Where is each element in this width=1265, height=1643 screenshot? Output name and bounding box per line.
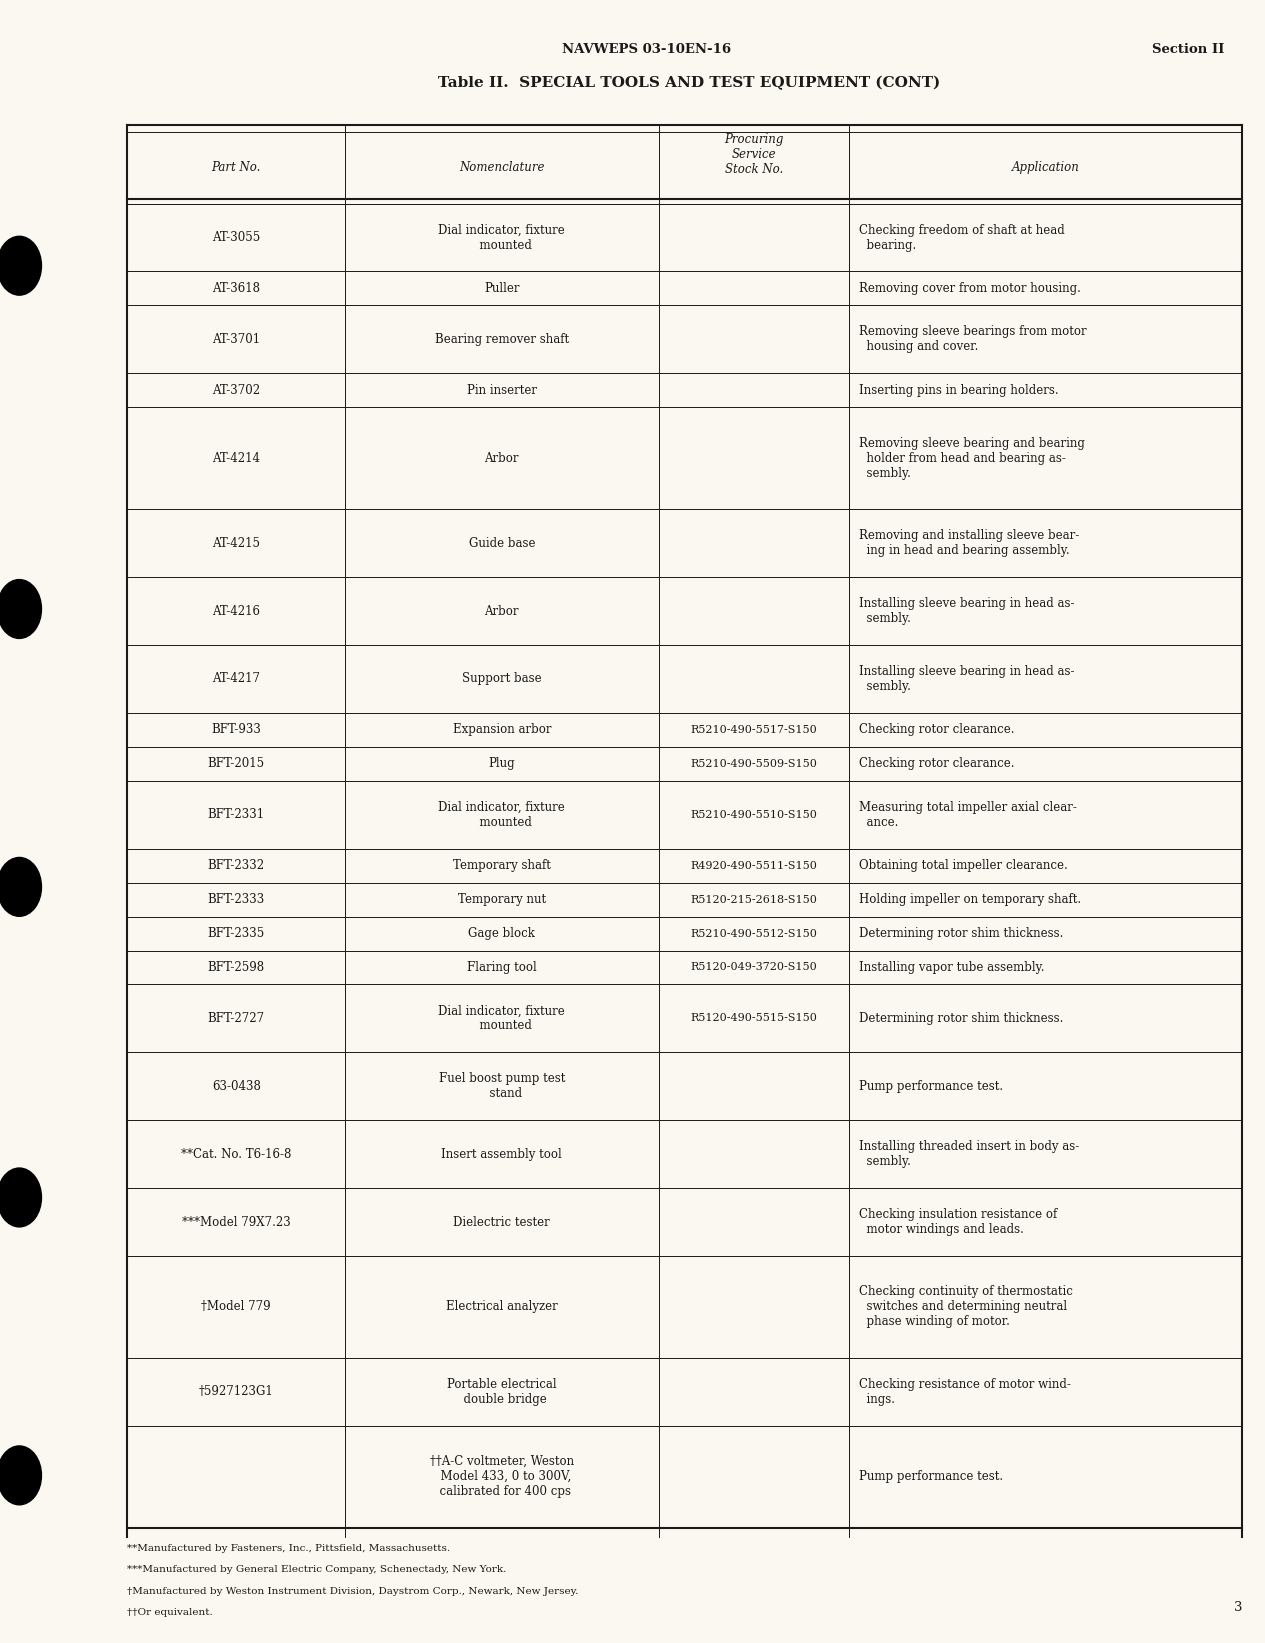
Text: R5210-490-5517-S150: R5210-490-5517-S150 [691,725,817,734]
Text: Temporary shaft: Temporary shaft [453,859,550,872]
Text: Dial indicator, fixture
  mounted: Dial indicator, fixture mounted [439,800,565,828]
Text: AT-4216: AT-4216 [213,605,261,618]
Text: Gage block: Gage block [468,927,535,940]
Text: Temporary nut: Temporary nut [458,894,546,905]
Circle shape [0,858,42,917]
Text: Electrical analyzer: Electrical analyzer [447,1301,558,1313]
Text: AT-3055: AT-3055 [213,232,261,245]
Text: R5210-490-5512-S150: R5210-490-5512-S150 [691,928,817,938]
Text: BFT-2015: BFT-2015 [207,757,264,771]
Text: Checking continuity of thermostatic
  switches and determining neutral
  phase w: Checking continuity of thermostatic swit… [859,1285,1073,1329]
Text: Determining rotor shim thickness.: Determining rotor shim thickness. [859,1012,1064,1025]
Text: Checking resistance of motor wind-
  ings.: Checking resistance of motor wind- ings. [859,1378,1070,1406]
Text: R5120-215-2618-S150: R5120-215-2618-S150 [691,894,817,905]
Text: AT-3701: AT-3701 [213,334,261,347]
Text: Part No.: Part No. [211,161,261,174]
Text: Dial indicator, fixture
  mounted: Dial indicator, fixture mounted [439,223,565,251]
Text: Procuring
Service
Stock No.: Procuring Service Stock No. [724,133,783,176]
Text: Nomenclature: Nomenclature [459,161,544,174]
Text: R5210-490-5510-S150: R5210-490-5510-S150 [691,810,817,820]
Text: Pump performance test.: Pump performance test. [859,1079,1003,1093]
Text: Obtaining total impeller clearance.: Obtaining total impeller clearance. [859,859,1068,872]
Text: Removing and installing sleeve bear-
  ing in head and bearing assembly.: Removing and installing sleeve bear- ing… [859,529,1079,557]
Text: Flaring tool: Flaring tool [467,961,536,974]
Text: Dial indicator, fixture
  mounted: Dial indicator, fixture mounted [439,1004,565,1032]
Text: AT-4214: AT-4214 [213,452,261,465]
Text: Checking rotor clearance.: Checking rotor clearance. [859,757,1015,771]
Circle shape [0,1168,42,1227]
Text: Application: Application [1012,161,1079,174]
Text: Installing sleeve bearing in head as-
  sembly.: Installing sleeve bearing in head as- se… [859,596,1074,624]
Circle shape [0,1446,42,1505]
Text: Installing threaded insert in body as-
  sembly.: Installing threaded insert in body as- s… [859,1140,1079,1168]
Text: Pump performance test.: Pump performance test. [859,1470,1003,1484]
Text: Holding impeller on temporary shaft.: Holding impeller on temporary shaft. [859,894,1082,905]
Text: R4920-490-5511-S150: R4920-490-5511-S150 [691,861,817,871]
Text: Checking insulation resistance of
  motor windings and leads.: Checking insulation resistance of motor … [859,1208,1058,1236]
Text: R5120-490-5515-S150: R5120-490-5515-S150 [691,1014,817,1024]
Text: 3: 3 [1233,1602,1242,1615]
Circle shape [0,237,42,296]
Text: Removing cover from motor housing.: Removing cover from motor housing. [859,283,1080,296]
Text: BFT-2727: BFT-2727 [207,1012,264,1025]
Text: R5210-490-5509-S150: R5210-490-5509-S150 [691,759,817,769]
Text: BFT-2331: BFT-2331 [207,808,264,822]
Text: †Manufactured by Weston Instrument Division, Daystrom Corp., Newark, New Jersey.: †Manufactured by Weston Instrument Divis… [128,1587,579,1595]
Text: Installing vapor tube assembly.: Installing vapor tube assembly. [859,961,1045,974]
Text: NAVWEPS 03-10EN-16: NAVWEPS 03-10EN-16 [562,43,731,56]
Text: BFT-933: BFT-933 [211,723,261,736]
Text: Support base: Support base [462,672,541,685]
Text: Puller: Puller [484,283,520,296]
Text: AT-3702: AT-3702 [213,384,261,398]
Text: Inserting pins in bearing holders.: Inserting pins in bearing holders. [859,384,1059,398]
Text: Checking freedom of shaft at head
  bearing.: Checking freedom of shaft at head bearin… [859,223,1065,251]
Text: Checking rotor clearance.: Checking rotor clearance. [859,723,1015,736]
Text: Arbor: Arbor [484,605,519,618]
Text: Determining rotor shim thickness.: Determining rotor shim thickness. [859,927,1064,940]
Text: BFT-2598: BFT-2598 [207,961,264,974]
Text: Measuring total impeller axial clear-
  ance.: Measuring total impeller axial clear- an… [859,800,1077,828]
Text: Guide base: Guide base [468,537,535,550]
Text: ††A-C voltmeter, Weston
  Model 433, 0 to 300V,
  calibrated for 400 cps: ††A-C voltmeter, Weston Model 433, 0 to … [430,1456,574,1498]
Text: Expansion arbor: Expansion arbor [453,723,552,736]
Text: ***Manufactured by General Electric Company, Schenectady, New York.: ***Manufactured by General Electric Comp… [128,1566,507,1574]
Text: ***Model 79X7.23: ***Model 79X7.23 [182,1216,291,1229]
Text: Arbor: Arbor [484,452,519,465]
Text: Removing sleeve bearings from motor
  housing and cover.: Removing sleeve bearings from motor hous… [859,325,1087,353]
Text: AT-4217: AT-4217 [213,672,261,685]
Text: BFT-2333: BFT-2333 [207,894,264,905]
Text: Removing sleeve bearing and bearing
  holder from head and bearing as-
  sembly.: Removing sleeve bearing and bearing hold… [859,437,1085,480]
Text: †5927123G1: †5927123G1 [199,1385,273,1398]
Text: Table II.  SPECIAL TOOLS AND TEST EQUIPMENT (CONT): Table II. SPECIAL TOOLS AND TEST EQUIPME… [438,76,940,90]
Text: Fuel boost pump test
  stand: Fuel boost pump test stand [439,1073,565,1101]
Text: Section II: Section II [1151,43,1225,56]
Text: AT-3618: AT-3618 [213,283,261,296]
Text: Installing sleeve bearing in head as-
  sembly.: Installing sleeve bearing in head as- se… [859,665,1074,693]
Text: Portable electrical
  double bridge: Portable electrical double bridge [447,1378,557,1406]
Text: **Cat. No. T6-16-8: **Cat. No. T6-16-8 [181,1148,291,1160]
Text: **Manufactured by Fasteners, Inc., Pittsfield, Massachusetts.: **Manufactured by Fasteners, Inc., Pitts… [128,1544,450,1553]
Text: AT-4215: AT-4215 [213,537,261,550]
Text: ††Or equivalent.: ††Or equivalent. [128,1608,214,1617]
Text: 63-0438: 63-0438 [211,1079,261,1093]
Text: †Model 779: †Model 779 [201,1301,271,1313]
Text: Dielectric tester: Dielectric tester [453,1216,550,1229]
Text: R5120-049-3720-S150: R5120-049-3720-S150 [691,963,817,973]
Text: Insert assembly tool: Insert assembly tool [441,1148,562,1160]
Text: Bearing remover shaft: Bearing remover shaft [435,334,569,347]
Text: Pin inserter: Pin inserter [467,384,536,398]
Text: BFT-2332: BFT-2332 [207,859,264,872]
Text: Plug: Plug [488,757,515,771]
Circle shape [0,580,42,639]
Text: BFT-2335: BFT-2335 [207,927,264,940]
